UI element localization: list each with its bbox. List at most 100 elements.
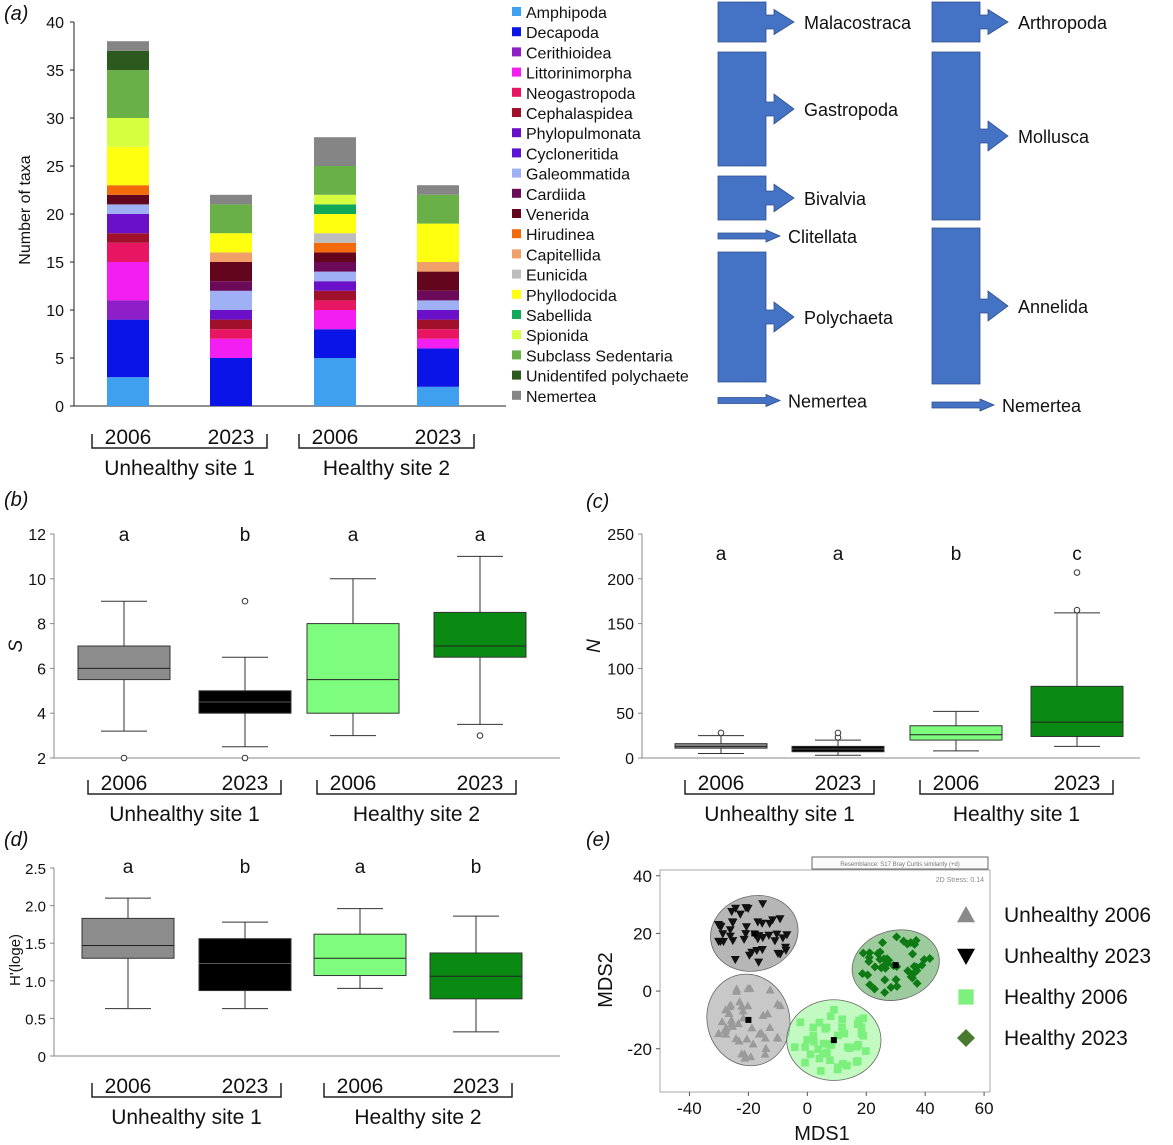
nmds-point [743,1001,753,1010]
d-plot-group-label: Unhealthy site 1 [111,1106,262,1129]
nmds-point [725,926,735,935]
nmds-point [824,1040,833,1048]
d-plot-group-bracket [91,1083,282,1098]
nmds-point [810,1037,818,1046]
panel-a-group-label: Healthy site 2 [323,457,450,480]
class-polychaeta-arrow [717,251,795,383]
box-outlier [120,754,128,762]
significance-letter: a [355,857,366,878]
nmds-point [727,908,737,917]
legend-label: Venerida [526,207,589,224]
bar-segment-cardiida [210,281,252,291]
nmds-point [891,975,901,985]
nmds-point [902,939,912,949]
panel-c: (c) N 0 50 100 150 200 250 a a b c 2006 2023 2006 202… [584,491,1140,826]
b-plot-xtick-label: 2006 [101,772,148,795]
nmds-point [838,1023,846,1032]
bar-segment-hirudinea [314,242,356,253]
nmds-point [858,948,868,958]
nmds-xtick-label: -40 [677,1099,702,1118]
nmds-point [879,961,889,971]
bar-segment-spionida [314,194,356,205]
panel-e-label: (e) [586,829,610,851]
bar-segment-cephalaspidea [107,233,149,243]
nmds-point [743,984,753,993]
b-plot-ytick-label: 10 [28,572,46,589]
nmds-caption: Resemblance: S17 Bray Curtis similarity … [840,862,960,868]
legend-label: Spionida [526,328,588,345]
panel-a-taxonomy: Malacostraca Gastropoda Bivalvia Clitellata… [717,1,1108,416]
nmds-point [845,1044,854,1053]
nmds-point [863,970,873,980]
nmds-point [733,1019,743,1028]
nmds-point [728,937,738,946]
b-plot-ytick-label: 4 [37,706,46,723]
legend-label: Galeommatida [526,167,630,184]
nmds-point [760,1033,770,1042]
nmds-point [854,1040,863,1049]
legend-label: Sabellida [526,308,592,325]
nmds-point [852,1058,861,1066]
class-clitellata-arrow [717,229,782,243]
bar-segment-phyllodocida [210,233,252,253]
panel-b-plot: 2 4 6 8 10 12 a b a a 2006 2023 2006 2023 Unhealthy si… [28,525,560,826]
legend-label: Nemertea [526,389,596,406]
significance-letter: b [471,857,482,878]
b-plot-xtick-label: 2006 [330,772,377,795]
nmds-point [754,958,764,967]
nmds-point [906,972,916,982]
legend-swatch [512,108,521,117]
legend-swatch [512,249,521,259]
legend-label: Eunicida [526,268,587,285]
phylum-arthropoda-label: Arthropoda [1018,13,1108,33]
panel-c-label: (c) [586,491,609,513]
bar-segment-amphipoda [314,358,356,406]
bar-segment-venerida [107,194,149,205]
bar-segment-venerida [417,271,459,291]
nmds-point [782,931,792,940]
significance-letter: b [240,857,251,878]
bar-segment-amphipoda [417,386,459,406]
b-plot-xtick-label: 2023 [222,772,269,795]
bar-segment-cephalaspidea [314,290,356,301]
nmds-centroid [745,1016,752,1023]
panel-a-ytick-label: 20 [46,207,64,224]
nmds-point [734,1036,744,1045]
legend-swatch [512,128,521,138]
class-nemertea-label: Nemertea [788,392,868,412]
significance-letter: a [123,857,134,878]
phylum-annelida-label: Annelida [1018,297,1089,317]
panel-d: (d) H'(loge) 0 0.5 1.0 1.5 2.0 2.5 a b a b 2006 202… [4,829,560,1129]
legend-label: Cycloneritida [526,146,619,163]
d-plot-ytick-label: 2.5 [25,861,46,878]
nmds-point [737,1001,747,1010]
nmds-point [826,1056,834,1065]
bar-segment-galeommatida [210,290,252,310]
c-plot-group-bracket [919,780,1114,795]
nmds-centroid [830,1037,837,1044]
c-plot-ytick-label: 50 [616,706,634,723]
legend-label: Phyllodocida [526,288,617,305]
nmds-legend-label: Unhealthy 2006 [1004,904,1151,927]
class-gastropoda-label: Gastropoda [804,100,899,120]
nmds-ytick-label: -20 [627,1040,652,1059]
box-iqr [77,645,171,681]
nmds-point [826,1012,835,1021]
nmds-point [725,932,735,941]
nmds-point [910,939,920,949]
nmds-point [815,1018,824,1027]
nmds-xtick-label: 40 [916,1099,935,1118]
panel-a-ytick-label: 25 [46,159,64,176]
nmds-point [727,1018,737,1028]
nmds-point [912,978,922,988]
c-plot-group-label: Unhealthy site 1 [704,803,855,826]
panel-a-group-bracket [298,434,475,449]
nmds-point [726,1000,736,1009]
legend-label: Cardiida [526,187,586,204]
nmds-point [742,1034,752,1043]
nmds-point [892,981,902,991]
nmds-point [806,1050,815,1059]
box-outlier [241,597,249,605]
nmds-point [732,984,742,993]
nmds-point [775,950,785,959]
